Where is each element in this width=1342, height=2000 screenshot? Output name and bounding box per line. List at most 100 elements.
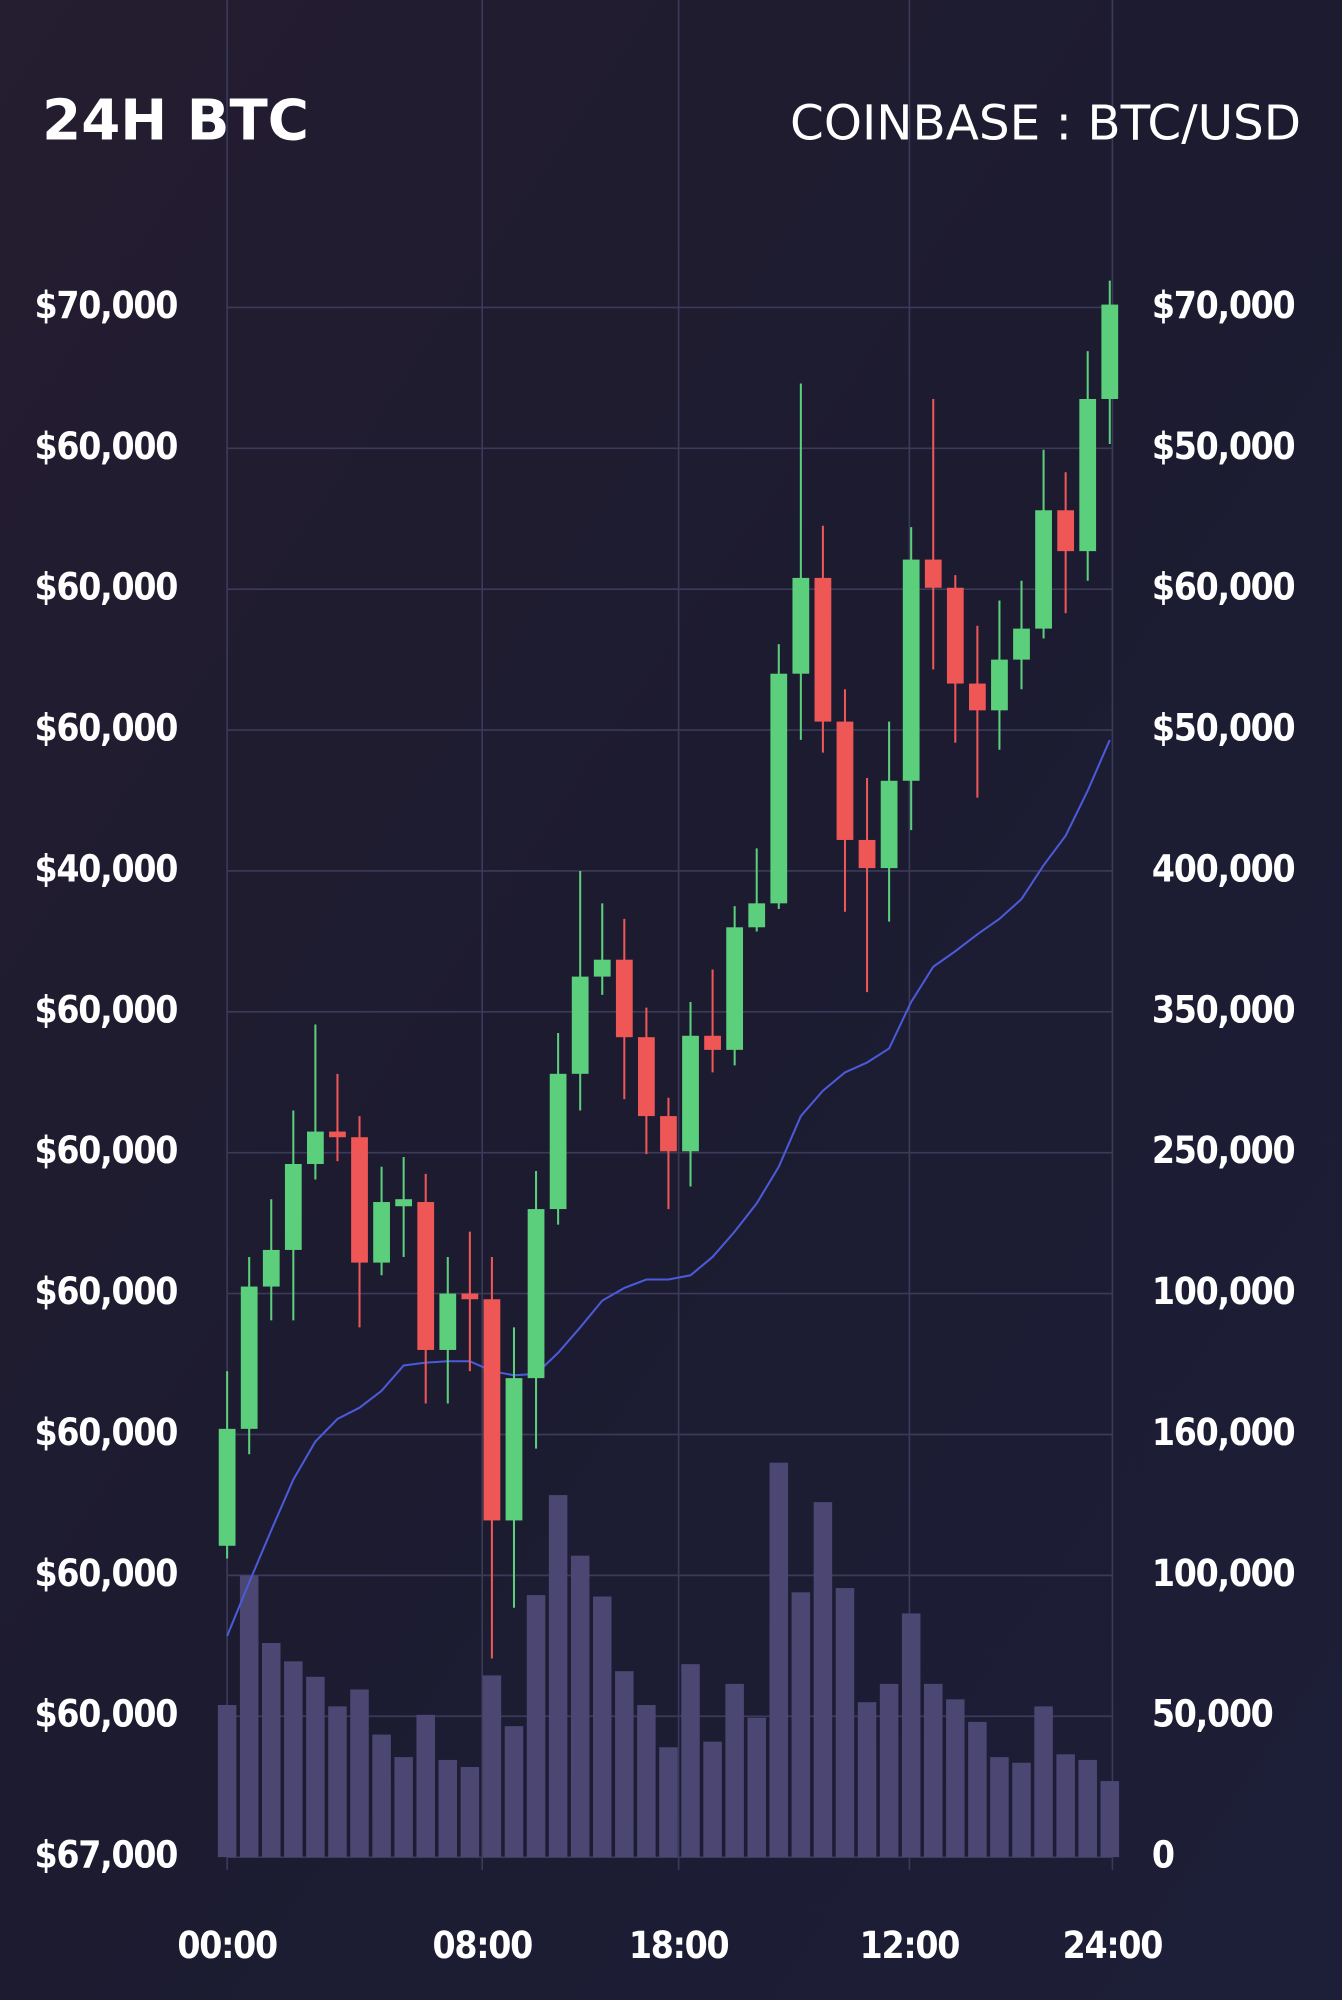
candle-body [946, 587, 964, 684]
candle-body [770, 673, 788, 904]
volume-bar [615, 1671, 634, 1858]
y2-tick-label: 400,000 [1152, 847, 1295, 890]
y-tick-label: $60,000 [35, 1270, 178, 1313]
volume-bar [681, 1664, 700, 1858]
marks [217, 280, 1120, 1858]
candle-body [1013, 628, 1030, 660]
candle-body [527, 1209, 545, 1379]
y2-tick-label: 100,000 [1152, 1552, 1295, 1595]
y-tick-label: $40,000 [35, 847, 178, 890]
volume-bar [747, 1717, 766, 1858]
candle-body [902, 559, 920, 781]
candle-body [1057, 510, 1075, 552]
candle-body [660, 1116, 677, 1152]
candle-body [814, 577, 832, 722]
candle-body [836, 721, 854, 840]
volume-bar [1056, 1754, 1075, 1858]
y2-tick-label: $50,000 [1152, 425, 1295, 468]
volume-bar [791, 1592, 811, 1858]
y-tick-label: $60,000 [35, 1129, 178, 1172]
candle-body [637, 1037, 655, 1117]
volume-bar [1078, 1759, 1097, 1858]
candle-body [571, 976, 589, 1074]
candle-body [1035, 510, 1052, 629]
volume-bar [946, 1699, 965, 1858]
volume-bar [261, 1642, 281, 1858]
y-tick-label: $60,000 [35, 425, 178, 468]
y-tick-label: $60,000 [35, 1693, 178, 1736]
y2-tick-label: 160,000 [1152, 1411, 1295, 1454]
volume-bar [879, 1683, 899, 1858]
volume-bar [968, 1721, 987, 1858]
candle-body [858, 839, 876, 869]
volume-bar [306, 1676, 325, 1858]
volume-bar [769, 1462, 789, 1858]
y-tick-label: $60,000 [35, 1552, 178, 1595]
volume-bar [460, 1766, 480, 1858]
candle-body [682, 1035, 699, 1152]
candle-body [704, 1035, 721, 1050]
candle-body [461, 1293, 479, 1300]
y2-tick-label: 50,000 [1152, 1693, 1273, 1736]
candle-body [1079, 398, 1097, 552]
y2-tick-label: $50,000 [1152, 707, 1295, 750]
volume-bar [350, 1689, 369, 1858]
y2-tick-label: 250,000 [1152, 1129, 1295, 1172]
volume-bar [1100, 1781, 1120, 1858]
volume-bar [482, 1675, 502, 1858]
volume-bar [239, 1575, 259, 1858]
candle-body [615, 959, 633, 1038]
candle-body [748, 903, 766, 928]
volume-bar [548, 1495, 568, 1858]
candle-body [1101, 304, 1119, 399]
candle-body [792, 577, 810, 674]
candle-body [262, 1249, 280, 1287]
candle-body [880, 780, 898, 869]
volume-bar [923, 1683, 943, 1858]
candle-body [240, 1286, 258, 1429]
volume-bar [394, 1757, 413, 1858]
volume-bar [725, 1683, 744, 1858]
volume-bar [416, 1714, 435, 1858]
y-tick-label: $60,000 [35, 1411, 178, 1454]
volume-bar [570, 1555, 590, 1858]
volume-bar [284, 1661, 303, 1858]
candle-body [351, 1137, 368, 1263]
x-tick-label: 08:00 [432, 1924, 532, 1967]
candle-body [726, 927, 744, 1050]
chart-subtitle: COINBASE : BTC/USD [790, 95, 1301, 151]
volume-bar [901, 1613, 921, 1858]
candle-body [218, 1428, 236, 1546]
volume-bar [592, 1596, 612, 1858]
candle-body [284, 1163, 302, 1250]
volume-bar [217, 1704, 237, 1858]
volume-bar [438, 1759, 458, 1858]
y2-tick-label: 0 [1152, 1834, 1174, 1877]
y-tick-label: $67,000 [35, 1834, 178, 1877]
candle-body [991, 659, 1008, 711]
candle-body [439, 1293, 457, 1350]
x-tick-label: 12:00 [860, 1924, 960, 1967]
x-tick-label: 24:00 [1063, 1924, 1163, 1967]
y2-tick-label: $70,000 [1152, 284, 1295, 327]
y-tick-label: $60,000 [35, 707, 178, 750]
volume-bar [1034, 1706, 1053, 1858]
volume-bar [372, 1734, 391, 1858]
volume-bar [659, 1747, 678, 1858]
volume-bar [835, 1588, 855, 1858]
volume-bar [526, 1595, 546, 1858]
candle-body [373, 1202, 390, 1263]
candle-body [395, 1199, 413, 1207]
volume-bar [703, 1741, 722, 1858]
candle-body [417, 1202, 435, 1350]
candle-body [593, 959, 611, 977]
volume-bar [328, 1706, 347, 1858]
chart-title: 24H BTC [42, 88, 309, 153]
line [226, 739, 1111, 1637]
y2-tick-label: $60,000 [1152, 566, 1295, 609]
volume-bar [990, 1757, 1009, 1858]
